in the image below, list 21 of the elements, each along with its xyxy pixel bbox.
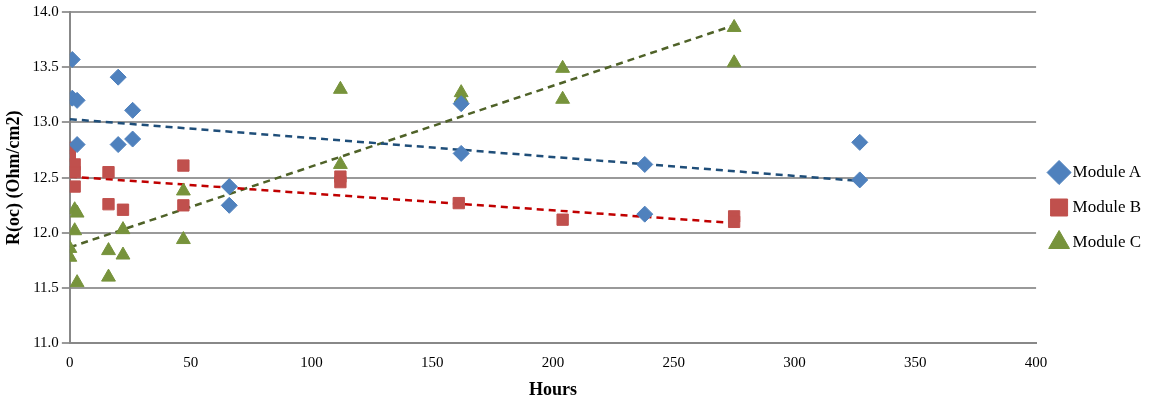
legend-label: Module B — [1072, 196, 1142, 216]
y-tick-label: 13.5 — [32, 58, 59, 75]
x-tick-label: 400 — [1024, 354, 1048, 371]
legend-label: Module C — [1072, 231, 1142, 251]
x-tick-label: 250 — [662, 354, 685, 371]
y-tick-label: 13.0 — [32, 113, 59, 130]
x-tick-label: 0 — [66, 354, 74, 371]
x-tick-label: 150 — [420, 354, 444, 371]
y-axis-title: R(oc) (Ohm/cm2) — [3, 110, 25, 245]
x-tick-label: 200 — [541, 354, 565, 371]
x-tick-label: 100 — [300, 354, 323, 371]
y-tick-label: 12.0 — [32, 223, 59, 240]
legend-label: Module A — [1072, 161, 1142, 181]
x-tick-label: 50 — [183, 354, 199, 371]
y-tick-label: 12.5 — [32, 168, 59, 185]
y-tick-label: 11.5 — [33, 279, 59, 296]
y-tick-label: 11.0 — [33, 334, 59, 351]
x-tick-label: 350 — [904, 354, 927, 371]
y-tick-label: 14.0 — [32, 2, 59, 19]
x-axis-title: Hours — [528, 378, 577, 399]
x-tick-label: 300 — [783, 354, 806, 371]
